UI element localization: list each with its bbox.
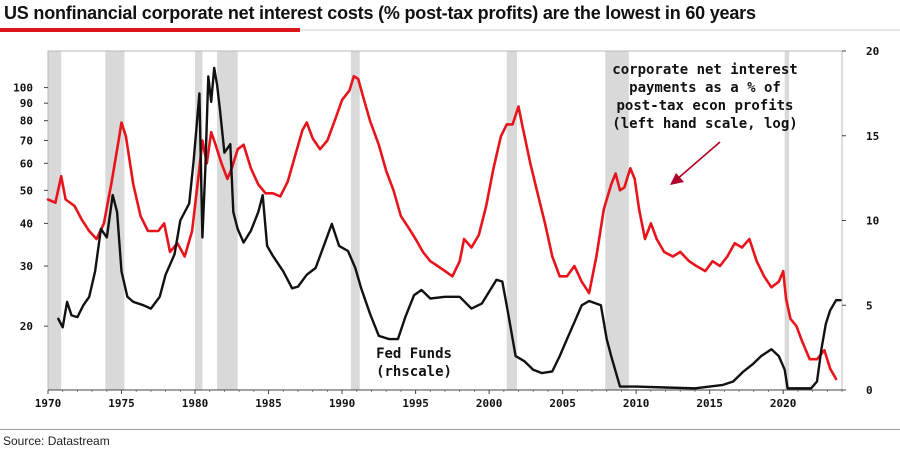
right-tick-label-10: 10 — [866, 215, 879, 228]
fedfunds-label-line-1: Fed Funds — [376, 346, 452, 362]
right-axis-ticks: 0 5 10 15 20 — [842, 45, 879, 397]
recession-band-6 — [605, 51, 629, 390]
x-tick-label-1995: 1995 — [402, 397, 429, 410]
recession-band-5 — [506, 51, 518, 390]
fedfunds-label-line-2: (rhscale) — [376, 364, 452, 380]
left-tick-label-80: 80 — [20, 115, 33, 128]
left-tick-label-90: 90 — [20, 97, 33, 110]
right-tick-label-0: 0 — [866, 384, 873, 397]
series-lines — [46, 66, 842, 390]
recession-band-0 — [48, 51, 62, 390]
page-title: US nonfinancial corporate net interest c… — [4, 3, 756, 23]
left-tick-label-70: 70 — [20, 134, 33, 147]
x-tick-label-2010: 2010 — [623, 397, 650, 410]
x-tick-label-2015: 2015 — [696, 397, 723, 410]
x-tick-label-1970: 1970 — [35, 397, 62, 410]
x-axis-ticks: 1970 1975 1980 1985 1990 1995 2000 2005 2010 2015… — [35, 390, 843, 410]
x-tick-label-2000: 2000 — [476, 397, 503, 410]
recession-band-4 — [350, 51, 360, 390]
recession-band-2 — [195, 51, 203, 390]
source-divider — [0, 429, 900, 430]
x-tick-label-1980: 1980 — [182, 397, 209, 410]
annotation-line-3: post-tax econ profits — [616, 98, 793, 114]
annotation-arrow-head — [670, 173, 684, 185]
recession-bands — [48, 51, 790, 390]
right-tick-label-15: 15 — [866, 130, 879, 143]
series-line-fed_funds — [57, 66, 842, 390]
left-tick-label-40: 40 — [20, 217, 33, 230]
recession-band-7 — [784, 51, 790, 390]
source-note: Source: Datastream — [3, 434, 110, 448]
x-tick-label-2020: 2020 — [770, 397, 797, 410]
x-tick-label-1985: 1985 — [255, 397, 282, 410]
x-tick-label-2005: 2005 — [549, 397, 576, 410]
left-tick-label-50: 50 — [20, 184, 33, 197]
left-tick-label-30: 30 — [20, 260, 33, 273]
title-accent-bar — [0, 28, 300, 32]
left-tick-label-60: 60 — [20, 157, 33, 170]
left-tick-label-100: 100 — [13, 82, 33, 95]
annotation-line-2: payments as a % of — [629, 80, 781, 96]
left-tick-label-20: 20 — [20, 320, 33, 333]
annotation-line-1: corporate net interest — [612, 62, 797, 78]
interest-annotation: corporate net interest payments as a % o… — [612, 62, 797, 132]
right-tick-label-20: 20 — [866, 45, 879, 58]
annotation-arrow — [675, 141, 721, 181]
title-divider — [0, 29, 900, 31]
x-tick-label-1975: 1975 — [108, 397, 135, 410]
fedfunds-annotation: Fed Funds (rhscale) — [376, 346, 452, 380]
x-tick-label-1990: 1990 — [329, 397, 356, 410]
annotation-line-4: (left hand scale, log) — [612, 116, 797, 132]
chart-canvas: 1970 1975 1980 1985 1990 1995 2000 2005 2010 2015… — [13, 45, 879, 410]
right-tick-label-5: 5 — [866, 299, 873, 312]
series-line-interest — [46, 74, 838, 381]
left-axis-ticks: 20 30 40 50 60 70 80 90 100 — [13, 82, 48, 333]
